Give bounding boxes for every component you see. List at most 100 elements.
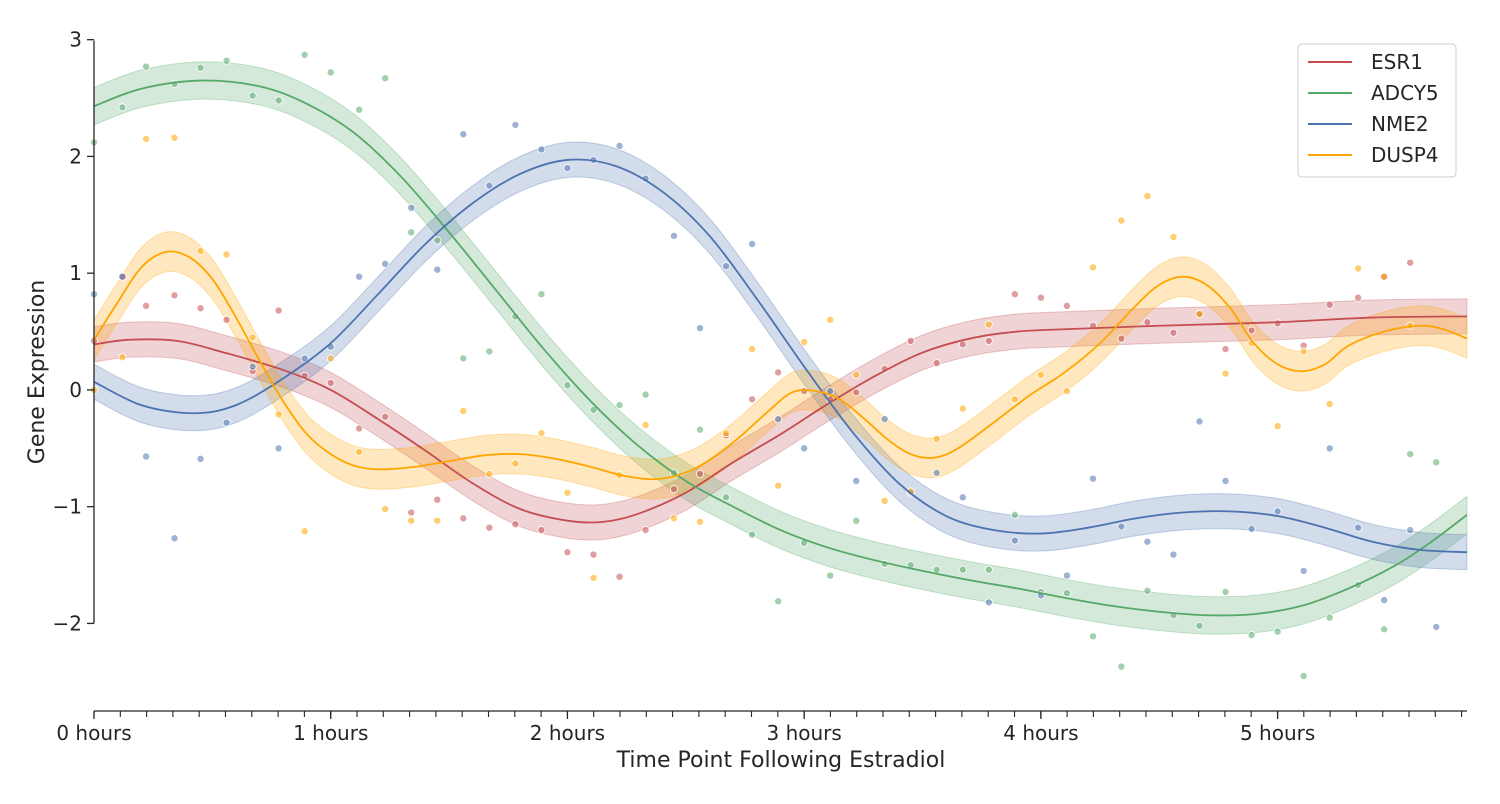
dusp4-point bbox=[696, 517, 705, 526]
x-tick-label: 1 hours bbox=[293, 721, 368, 745]
nme2-point bbox=[1169, 550, 1178, 559]
esr1-point bbox=[381, 412, 390, 421]
nme2-point bbox=[932, 468, 941, 477]
x-tick-label: 3 hours bbox=[767, 721, 842, 745]
dusp4-point bbox=[1010, 395, 1019, 404]
x-tick-label: 0 hours bbox=[56, 721, 131, 745]
dusp4-line bbox=[93, 250, 1468, 481]
nme2-point bbox=[1299, 566, 1308, 575]
esr1-point bbox=[615, 572, 624, 581]
y-tick-label: 0 bbox=[69, 378, 82, 402]
dusp4-point bbox=[563, 488, 572, 497]
nme2-point bbox=[459, 130, 468, 139]
esr1-point bbox=[274, 306, 283, 315]
adcy5-point bbox=[142, 62, 151, 71]
nme2-point bbox=[1247, 524, 1256, 533]
legend-box bbox=[1297, 43, 1457, 178]
dusp4-point bbox=[459, 406, 468, 415]
dusp4-point bbox=[1036, 370, 1045, 379]
nme2-point bbox=[748, 239, 757, 248]
adcy5-point bbox=[248, 91, 257, 100]
y-tick-label: 3 bbox=[69, 28, 82, 52]
esr1-point bbox=[563, 548, 572, 557]
esr1-point bbox=[433, 495, 442, 504]
adcy5-point bbox=[826, 571, 835, 580]
nme2-point bbox=[274, 444, 283, 453]
nme2-point bbox=[880, 415, 889, 424]
esr1-point bbox=[222, 315, 231, 324]
adcy5-point bbox=[1195, 621, 1204, 630]
dusp4-confidence-band bbox=[93, 231, 1468, 500]
esr1-point bbox=[641, 526, 650, 535]
dusp4-point bbox=[355, 447, 364, 456]
nme2-point bbox=[563, 164, 572, 173]
nme2-point bbox=[722, 262, 731, 271]
nme2-point bbox=[1195, 417, 1204, 426]
dusp4-point bbox=[300, 527, 309, 536]
adcy5-point bbox=[407, 228, 416, 237]
nme2-point bbox=[696, 324, 705, 333]
nme2-point bbox=[1325, 444, 1334, 453]
esr1-point bbox=[459, 514, 468, 523]
nme2-point bbox=[355, 272, 364, 281]
adcy5-legend-label: ADCY5 bbox=[1371, 81, 1439, 105]
adcy5-point bbox=[932, 565, 941, 574]
adcy5-point bbox=[852, 516, 861, 525]
esr1-point bbox=[589, 550, 598, 559]
adcy5-point bbox=[1273, 627, 1282, 636]
adcy5-point bbox=[196, 63, 205, 72]
esr1-point bbox=[1221, 345, 1230, 354]
adcy5-point bbox=[1062, 589, 1071, 598]
axes: 0 hours 1 hours 2 hours 3 hours 4 hours 5 hou… bbox=[25, 28, 1467, 773]
dusp4-point bbox=[932, 434, 941, 443]
adcy5-point bbox=[274, 96, 283, 105]
esr1-point bbox=[1169, 328, 1178, 337]
nme2-point bbox=[381, 259, 390, 268]
legend: ESR1 ADCY5 NME2 DUSP4 bbox=[1297, 43, 1457, 178]
nme2-point bbox=[774, 415, 783, 424]
esr1-point bbox=[196, 304, 205, 313]
adcy5-point bbox=[1117, 662, 1126, 671]
esr1-point bbox=[906, 336, 915, 345]
y-tick-label: 1 bbox=[69, 261, 82, 285]
adcy5-point bbox=[696, 425, 705, 434]
adcy5-point bbox=[615, 401, 624, 410]
nme2-point bbox=[1380, 596, 1389, 605]
esr1-legend-label: ESR1 bbox=[1371, 50, 1423, 74]
dusp4-point bbox=[1380, 272, 1389, 281]
esr1-point bbox=[984, 336, 993, 345]
dusp4-point bbox=[537, 429, 546, 438]
esr1-point bbox=[1062, 301, 1071, 310]
nme2-point bbox=[1354, 523, 1363, 532]
adcy5-point bbox=[984, 565, 993, 574]
adcy5-point bbox=[641, 390, 650, 399]
esr1-point bbox=[142, 301, 151, 310]
dusp4-point bbox=[142, 134, 151, 143]
dusp4-point bbox=[433, 516, 442, 525]
dusp4-point bbox=[196, 246, 205, 255]
nme2-point bbox=[511, 120, 520, 129]
esr1-line bbox=[93, 315, 1468, 524]
dusp4-point bbox=[222, 250, 231, 259]
adcy5-confidence-band bbox=[93, 61, 1468, 635]
nme2-point bbox=[852, 476, 861, 485]
esr1-point bbox=[1010, 290, 1019, 299]
adcy5-point bbox=[326, 68, 335, 77]
esr1-point bbox=[1036, 293, 1045, 302]
x-tick-label: 4 hours bbox=[1003, 721, 1078, 745]
nme2-point bbox=[1010, 536, 1019, 545]
esr1-point bbox=[485, 523, 494, 532]
dusp4-point bbox=[274, 410, 283, 419]
adcy5-point bbox=[381, 74, 390, 83]
dusp4-point bbox=[1273, 422, 1282, 431]
nme2-line bbox=[93, 158, 1468, 554]
adcy5-point bbox=[355, 105, 364, 114]
dusp4-point bbox=[1325, 399, 1334, 408]
nme2-point bbox=[222, 418, 231, 427]
esr1-point bbox=[1406, 258, 1415, 267]
esr1-point bbox=[774, 368, 783, 377]
esr1-point bbox=[407, 508, 416, 517]
dusp4-point bbox=[381, 505, 390, 514]
